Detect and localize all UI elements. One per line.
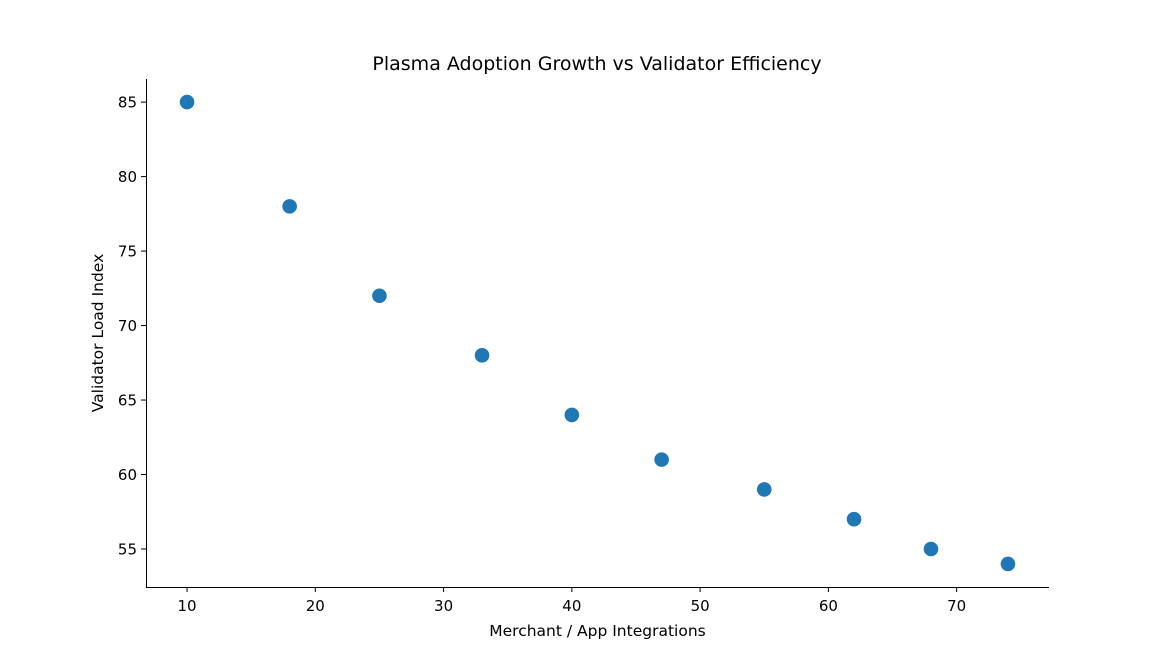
y-tick-label: 60 <box>118 466 137 484</box>
data-points <box>179 94 1016 572</box>
x-tick-label: 70 <box>947 597 966 615</box>
y-tick-label: 85 <box>118 94 137 112</box>
y-axis-ticks: 55 60 65 70 75 80 85 <box>118 94 146 559</box>
data-point <box>923 541 939 557</box>
y-axis-label: Validator Load Index <box>89 254 107 413</box>
x-axis-label: Merchant / App Integrations <box>489 622 705 640</box>
data-point <box>564 407 580 423</box>
data-point <box>846 511 862 527</box>
y-tick-label: 55 <box>118 541 137 559</box>
data-point <box>372 288 387 304</box>
data-point <box>1000 556 1016 572</box>
x-tick-label: 20 <box>306 597 325 615</box>
data-point <box>474 348 490 363</box>
y-tick-label: 65 <box>118 392 137 410</box>
x-tick-label: 40 <box>562 597 581 615</box>
data-point <box>179 94 195 110</box>
x-tick-label: 10 <box>177 597 196 615</box>
data-point <box>282 199 297 214</box>
x-tick-label: 50 <box>691 597 710 615</box>
y-tick-label: 75 <box>118 243 137 261</box>
data-point <box>654 452 669 467</box>
x-axis-ticks: 10 20 30 40 50 60 70 <box>177 587 966 615</box>
data-point <box>756 482 772 497</box>
y-tick-label: 80 <box>118 168 137 186</box>
y-tick-label: 70 <box>118 317 137 335</box>
chart-title: Plasma Adoption Growth vs Validator Effi… <box>372 53 821 75</box>
x-tick-label: 30 <box>434 597 453 615</box>
x-tick-label: 60 <box>819 597 838 615</box>
